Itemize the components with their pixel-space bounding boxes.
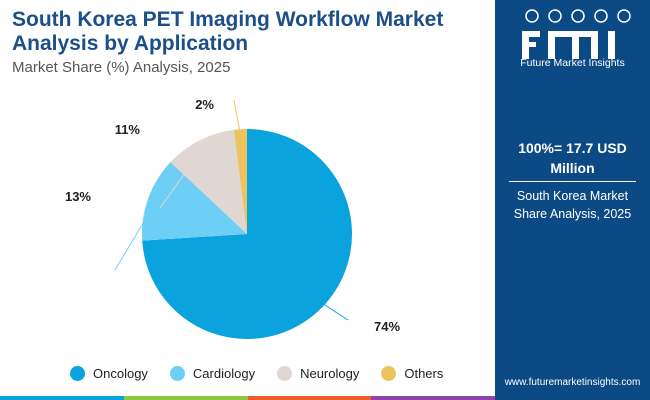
pie-slice-cardiology [142, 162, 247, 241]
sidebar-panel: Future Market Insights 100%= 17.7 USD Mi… [495, 0, 650, 400]
data-label-neurology: 11% [115, 122, 141, 137]
pie-slice-oncology [142, 129, 353, 339]
brand-name: Future Market Insights [520, 57, 625, 69]
legend-item-neurology: Neurology [277, 366, 359, 381]
fmi-logo-icon [522, 9, 631, 59]
sidebar-divider [509, 181, 636, 182]
legend-item-others: Others [381, 366, 443, 381]
legend-label-cardiology: Cardiology [192, 366, 256, 381]
legend-label-neurology: Neurology [300, 366, 360, 381]
chart-subtitle: Market Share (%) Analysis, 2025 [12, 59, 231, 76]
pie-chart: 74% 13% 11% 2% [65, 97, 400, 339]
bar-segment-3 [247, 396, 372, 400]
legend-swatch-neurology [277, 366, 293, 381]
pie-slice-neurology [170, 129, 247, 234]
data-label-others: 2% [195, 97, 214, 112]
website-url: www.futuremarketinsights.com [504, 377, 641, 388]
legend-item-oncology: Oncology [70, 366, 148, 381]
legend-swatch-others [381, 366, 397, 381]
legend-item-cardiology: Cardiology [169, 366, 256, 381]
chart-title: South Korea PET Imaging Workflow Market … [12, 8, 444, 55]
bottom-color-bar [0, 396, 495, 400]
leader-line-cardiology [114, 201, 157, 271]
market-description: South Korea Market Share Analysis, 2025 [513, 189, 632, 221]
legend-label-oncology: Oncology [93, 366, 148, 381]
bar-segment-2 [123, 396, 248, 400]
bar-segment-1 [0, 396, 124, 400]
legend-swatch-oncology [70, 366, 85, 381]
legend: Oncology Cardiology Neurology Others [70, 366, 465, 381]
legend-swatch-cardiology [169, 366, 185, 381]
market-total: 100%= 17.7 USD Million [518, 140, 627, 176]
leader-line-oncology [317, 299, 349, 321]
pie-slice-others [233, 129, 247, 234]
legend-label-others: Others [404, 366, 444, 381]
data-label-cardiology: 13% [65, 189, 91, 204]
leader-line-neurology [159, 147, 204, 209]
leader-line-others [233, 99, 242, 138]
data-label-oncology: 74% [374, 319, 400, 334]
bar-segment-4 [371, 396, 495, 400]
